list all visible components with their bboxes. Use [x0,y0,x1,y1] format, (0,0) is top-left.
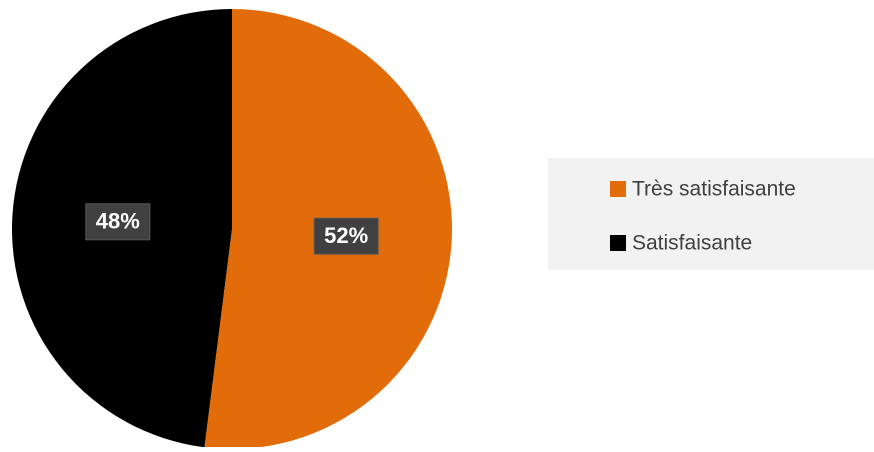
legend-label: Très satisfaisante [632,178,796,201]
legend-label: Satisfaisante [632,232,752,255]
data-label: 48% [96,209,140,234]
legend-box [548,158,874,270]
data-label: 52% [324,223,368,248]
legend-swatch [610,181,626,197]
data-label-box [85,203,151,241]
legend-swatch [610,235,626,251]
data-label-box [313,217,379,255]
